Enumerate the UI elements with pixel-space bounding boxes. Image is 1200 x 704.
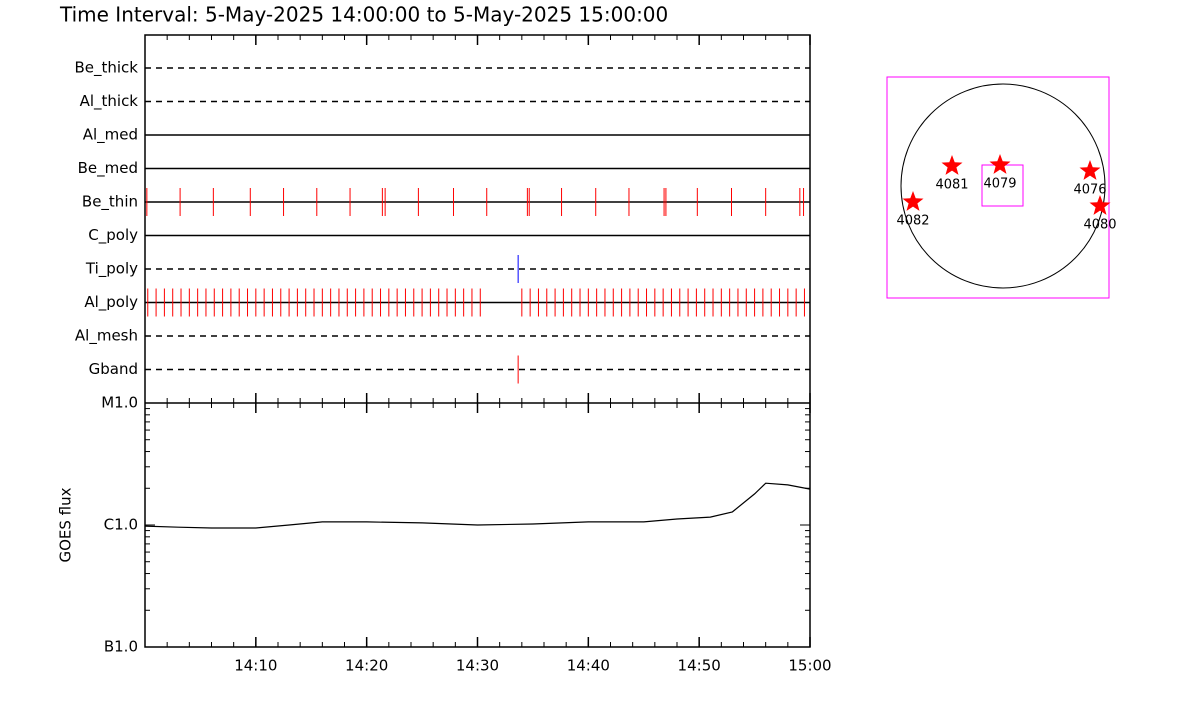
x-tick-label: 14:50 — [678, 657, 721, 675]
row-label: Al_med — [83, 126, 138, 145]
x-tick-label: 14:40 — [567, 657, 610, 675]
region-marker — [1089, 195, 1111, 215]
row-label: Al_mesh — [75, 327, 138, 346]
row-label: Ti_poly — [85, 260, 138, 279]
map-frame — [886, 76, 1110, 299]
solar-limb — [900, 83, 1106, 289]
y-tick-label: C1.0 — [104, 516, 138, 534]
row-label: Be_thin — [82, 193, 138, 212]
row-label: Al_thick — [80, 92, 139, 111]
row-label: Al_poly — [84, 293, 138, 312]
row-label: Be_med — [78, 159, 138, 178]
region-label: 4076 — [1073, 183, 1106, 198]
x-tick-label: 14:30 — [456, 657, 499, 675]
region-label: 4082 — [896, 214, 929, 229]
region-label: 4081 — [935, 178, 968, 193]
row-label: Gband — [89, 360, 138, 378]
region-label: 4080 — [1083, 218, 1116, 233]
y-tick-label: M1.0 — [101, 394, 138, 412]
y-tick-label: B1.0 — [104, 638, 138, 656]
goes-curve — [144, 482, 811, 529]
y-axis-label: GOES flux — [57, 487, 75, 562]
plot-frame — [144, 34, 811, 648]
row-label: C_poly — [88, 226, 138, 245]
x-tick-label: 15:00 — [788, 657, 831, 675]
row-label: Be_thick — [74, 59, 138, 78]
region-marker — [941, 155, 963, 175]
region-marker — [989, 154, 1011, 174]
title: Time Interval: 5-May-2025 14:00:00 to 5-… — [59, 3, 668, 27]
region-label: 4079 — [983, 177, 1016, 192]
x-tick-label: 14:20 — [345, 657, 388, 675]
region-marker — [1079, 160, 1101, 180]
x-tick-label: 14:10 — [234, 657, 277, 675]
region-marker — [902, 191, 924, 211]
